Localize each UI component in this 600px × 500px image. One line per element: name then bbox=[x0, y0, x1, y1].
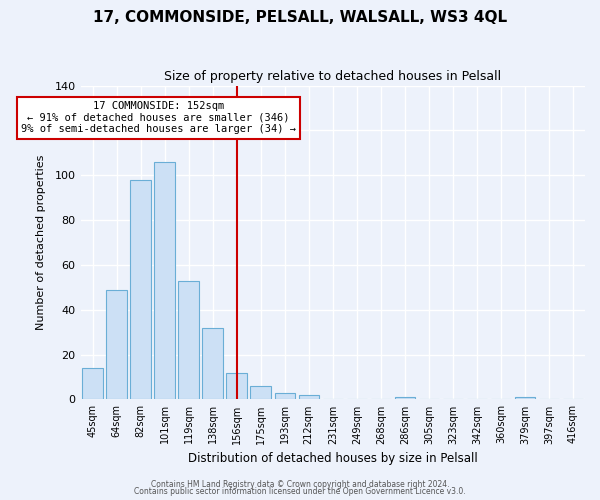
Bar bbox=[250, 386, 271, 400]
Bar bbox=[82, 368, 103, 400]
Y-axis label: Number of detached properties: Number of detached properties bbox=[36, 155, 46, 330]
X-axis label: Distribution of detached houses by size in Pelsall: Distribution of detached houses by size … bbox=[188, 452, 478, 465]
Bar bbox=[515, 397, 535, 400]
Bar bbox=[395, 397, 415, 400]
Bar bbox=[299, 395, 319, 400]
Title: Size of property relative to detached houses in Pelsall: Size of property relative to detached ho… bbox=[164, 70, 502, 83]
Bar bbox=[106, 290, 127, 400]
Text: 17, COMMONSIDE, PELSALL, WALSALL, WS3 4QL: 17, COMMONSIDE, PELSALL, WALSALL, WS3 4Q… bbox=[93, 10, 507, 25]
Text: Contains HM Land Registry data © Crown copyright and database right 2024.: Contains HM Land Registry data © Crown c… bbox=[151, 480, 449, 489]
Bar bbox=[202, 328, 223, 400]
Bar bbox=[226, 372, 247, 400]
Bar bbox=[130, 180, 151, 400]
Bar bbox=[154, 162, 175, 400]
Bar bbox=[178, 280, 199, 400]
Text: 17 COMMONSIDE: 152sqm
← 91% of detached houses are smaller (346)
9% of semi-deta: 17 COMMONSIDE: 152sqm ← 91% of detached … bbox=[21, 101, 296, 134]
Text: Contains public sector information licensed under the Open Government Licence v3: Contains public sector information licen… bbox=[134, 487, 466, 496]
Bar bbox=[275, 392, 295, 400]
